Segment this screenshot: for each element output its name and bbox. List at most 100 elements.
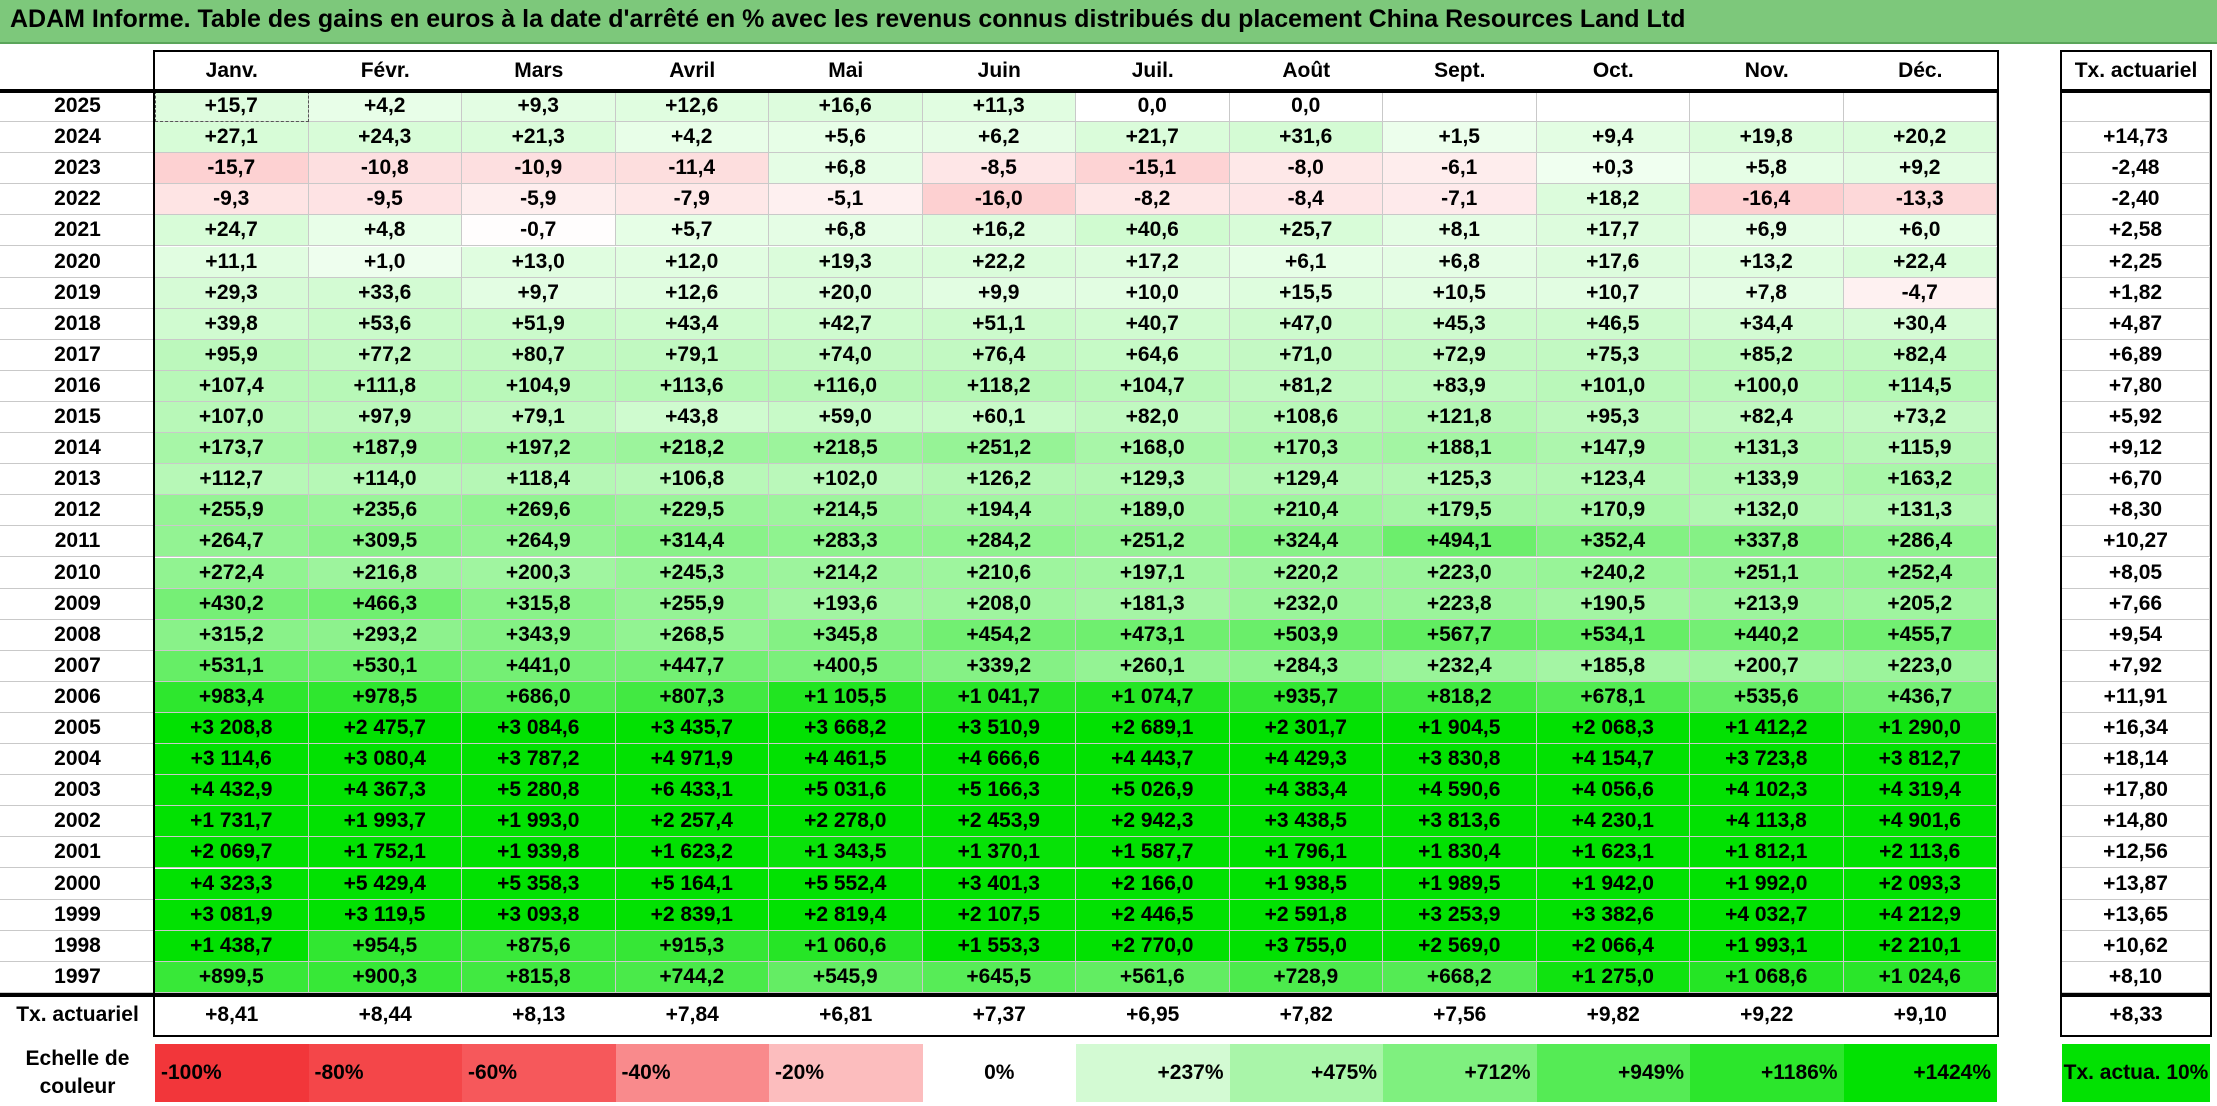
value-cell: +3 401,3 — [922, 868, 1076, 900]
value-cell: +4 056,6 — [1536, 775, 1690, 807]
value-cell: +85,2 — [1690, 339, 1844, 371]
year-label: 2008 — [0, 620, 155, 651]
value-cell: +118,2 — [922, 370, 1076, 402]
value-cell: +15,7 — [155, 91, 309, 123]
value-cell: +3 119,5 — [308, 899, 462, 931]
value-cell: +240,2 — [1536, 557, 1690, 589]
year-label: 2002 — [0, 806, 155, 838]
value-cell: +4 212,9 — [1843, 899, 1997, 931]
year-label: 2012 — [0, 495, 155, 527]
scale-swatch: +237% — [1076, 1044, 1230, 1102]
value-cell: +455,7 — [1843, 619, 1997, 651]
value-cell: +2 819,4 — [769, 899, 923, 931]
value-cell: +3 813,6 — [1383, 806, 1537, 838]
value-cell: +223,0 — [1383, 557, 1537, 589]
value-cell: +1 623,2 — [615, 837, 769, 869]
value-cell: 0,0 — [1076, 91, 1230, 123]
value-cell: +454,2 — [922, 619, 1076, 651]
value-cell: +2 770,0 — [1076, 930, 1230, 962]
value-cell: +5,7 — [615, 215, 769, 247]
footer-label: Tx. actuariel — [16, 1002, 139, 1026]
value-cell: +2 591,8 — [1229, 899, 1383, 931]
value-cell: +185,8 — [1536, 650, 1690, 682]
value-cell: +7,8 — [1690, 277, 1844, 309]
value-cell: +73,2 — [1843, 402, 1997, 434]
value-cell: +345,8 — [769, 619, 923, 651]
value-cell: -16,4 — [1690, 184, 1844, 216]
value-cell: +5 164,1 — [615, 868, 769, 900]
value-cell: +131,3 — [1843, 495, 1997, 527]
actuarial-rate-cell: +9,12 — [2062, 433, 2210, 465]
value-cell: +74,0 — [769, 339, 923, 371]
value-cell: +25,7 — [1229, 215, 1383, 247]
value-cell: +268,5 — [615, 619, 769, 651]
value-cell: +2 278,0 — [769, 806, 923, 838]
actuarial-rate-cell: +10,62 — [2062, 930, 2210, 962]
value-cell: +473,1 — [1076, 619, 1230, 651]
value-cell: +20,2 — [1843, 122, 1997, 154]
value-cell: +5,8 — [1690, 153, 1844, 185]
scale-label: Echelle de couleur — [25, 1047, 130, 1098]
value-cell: +503,9 — [1229, 619, 1383, 651]
value-cell: +915,3 — [615, 930, 769, 962]
scale-swatch: -100% — [155, 1044, 309, 1102]
value-cell: -8,5 — [922, 153, 1076, 185]
value-cell: +53,6 — [308, 308, 462, 340]
value-cell: +1 553,3 — [922, 930, 1076, 962]
value-cell: +22,4 — [1843, 246, 1997, 278]
value-cell: +545,9 — [769, 961, 923, 993]
value-cell: +807,3 — [615, 681, 769, 713]
value-cell: +102,0 — [769, 464, 923, 496]
value-cell: +9,7 — [462, 277, 616, 309]
value-cell: +104,7 — [1076, 370, 1230, 402]
value-cell: +1 343,5 — [769, 837, 923, 869]
value-cell: +18,2 — [1536, 184, 1690, 216]
actuarial-rate-cell: +7,80 — [2062, 370, 2210, 402]
value-cell — [1383, 91, 1537, 123]
value-cell: +430,2 — [155, 588, 309, 620]
value-cell: +1 060,6 — [769, 930, 923, 962]
value-cell: -7,1 — [1383, 184, 1537, 216]
value-cell: -6,1 — [1383, 153, 1537, 185]
scale-swatch: -40% — [615, 1044, 769, 1102]
actuarial-rate-cell: +6,89 — [2062, 339, 2210, 371]
actuarial-rate-cell: +12,56 — [2062, 837, 2210, 869]
value-cell: +19,3 — [769, 246, 923, 278]
column-header-4: Avril — [669, 59, 716, 82]
year-label: 2017 — [0, 340, 155, 371]
value-cell: +15,5 — [1229, 277, 1383, 309]
value-cell: -9,3 — [155, 184, 309, 216]
year-label: 2001 — [0, 837, 155, 869]
actuarial-rate-cell: +6,70 — [2062, 464, 2210, 496]
value-cell: +900,3 — [308, 961, 462, 993]
value-cell: +315,8 — [462, 588, 616, 620]
value-cell: +1 796,1 — [1229, 837, 1383, 869]
value-cell: +126,2 — [922, 464, 1076, 496]
value-cell: +97,9 — [308, 402, 462, 434]
value-cell: +95,9 — [155, 339, 309, 371]
value-cell: +83,9 — [1383, 370, 1537, 402]
value-cell: +315,2 — [155, 619, 309, 651]
value-cell: +1 412,2 — [1690, 713, 1844, 745]
value-cell: +173,7 — [155, 433, 309, 465]
column-header-6: Juin — [977, 59, 1021, 82]
actuarial-rate-cell: +8,05 — [2062, 557, 2210, 589]
value-cell: -8,2 — [1076, 184, 1230, 216]
value-cell: +181,3 — [1076, 588, 1230, 620]
actuarial-rate-cell: -2,40 — [2062, 184, 2210, 216]
value-cell: +205,2 — [1843, 588, 1997, 620]
value-cell: +1 942,0 — [1536, 868, 1690, 900]
value-cell: +129,3 — [1076, 464, 1230, 496]
year-label: 1997 — [0, 962, 155, 993]
value-cell: -7,9 — [615, 184, 769, 216]
year-label: 2014 — [0, 433, 155, 465]
value-cell: -11,4 — [615, 153, 769, 185]
year-label: 2011 — [0, 526, 155, 558]
year-label: 2005 — [0, 713, 155, 745]
value-cell: -8,4 — [1229, 184, 1383, 216]
value-cell: +983,4 — [155, 681, 309, 713]
actuarial-rate-cell: +17,80 — [2062, 775, 2210, 807]
value-cell: +1 438,7 — [155, 930, 309, 962]
value-cell: +4,2 — [308, 91, 462, 123]
year-label: 2016 — [0, 371, 155, 402]
